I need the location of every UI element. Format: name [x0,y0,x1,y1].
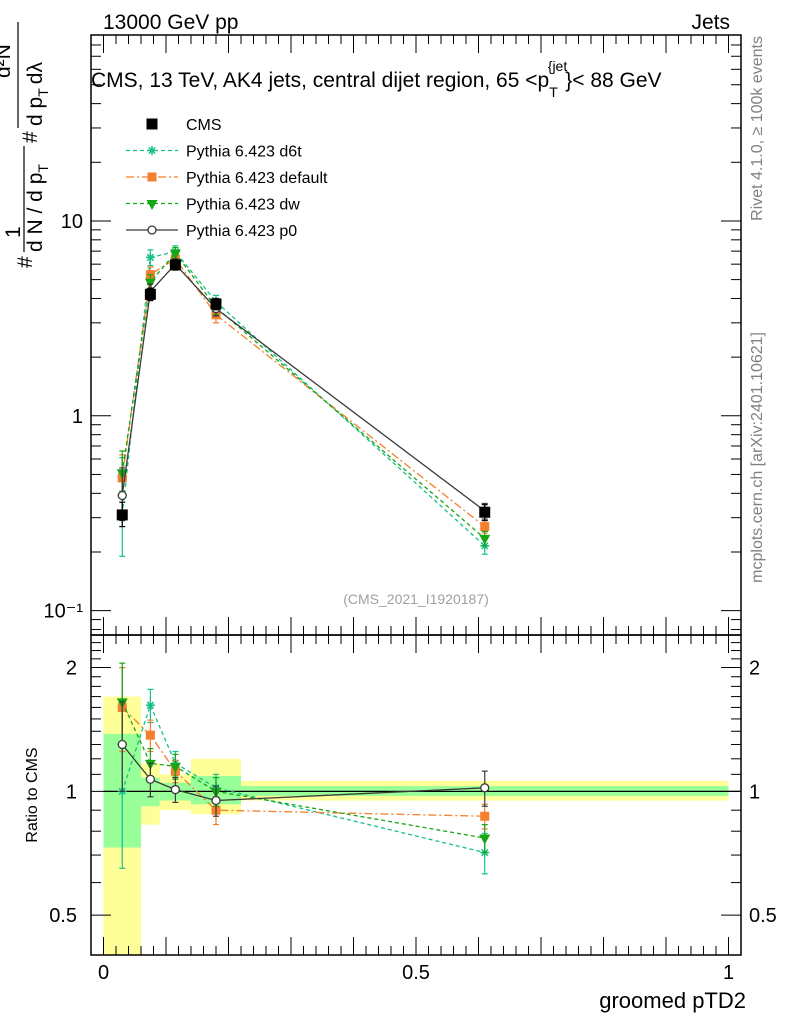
svg-text:d N / d pT: d N / d pT [24,164,51,252]
ylabel-hash2: # [19,131,42,143]
series-line-p0 [121,263,486,512]
main-panel: 10⁻¹ 1 10 (CMS_2021_I1920187) CMS, 13 TeV,… [44,34,742,636]
ratio-y-tick-label: 1 [66,781,77,803]
data-point [117,490,127,501]
data-point [480,811,490,821]
chart-title-sub: T [549,84,558,100]
rivet-side-label: Rivet 4.1.0, ≥ 100k events [749,36,766,221]
data-point [146,200,158,210]
legend-label: Pythia 6.423 dw [186,197,300,214]
header-energy-label: 13000 GeV pp [103,11,238,34]
ratio-y-tick-label-right: 0.5 [749,905,777,927]
svg-text:d²N: d²N [0,44,15,78]
legend-item-dw: Pythia 6.423 dw [126,197,300,214]
chart-title-sup: {jet [548,58,568,74]
data-point [210,298,222,310]
legend-item-default: Pythia 6.423 default [126,170,328,187]
data-point [169,762,181,773]
svg-text:d pTdλ: d pTdλ [24,62,51,126]
ratio-panel: 0.5 0.5 1 1 2 2 0 0.5 1 Ratio to CMS [24,634,777,984]
data-point [479,534,491,545]
data-point [116,509,128,521]
x-axis-label: groomed pTD2 [599,988,746,1013]
data-point [211,795,221,806]
data-point [145,730,155,740]
series-d6t [117,245,490,557]
main-marks [116,245,491,557]
x-tick-label: 1 [723,962,734,984]
svg-text:1: 1 [2,226,25,238]
series-line-d6t [121,251,486,547]
series-line-default [121,257,486,528]
ratio-y-tick-label: 0.5 [49,905,77,927]
data-point [117,739,127,750]
ratio-bands [103,696,741,955]
ylabel-T1: T [35,164,51,173]
ratio-ylabel: Ratio to CMS [24,747,41,842]
main-axis-ticks: 10⁻¹ 1 10 [44,34,742,635]
series-default [117,252,490,534]
chart-title-close: }< 88 GeV [565,69,661,92]
legend-label: CMS [186,117,222,134]
y-tick-label: 10⁻¹ [44,601,84,623]
data-point [480,522,490,532]
data-point [169,259,181,271]
ratio-series-p0 [117,701,490,817]
legend-label: Pythia 6.423 p0 [186,223,297,240]
series-cms [116,259,491,528]
ylabel-dp: d p [24,97,47,126]
data-point [146,118,158,130]
chart-watermark: (CMS_2021_I1920187) [343,591,489,607]
chart-title-main: CMS, 13 TeV, AK4 jets, central dijet reg… [91,69,549,92]
data-point [479,834,491,845]
header-jets-label: Jets [691,11,730,34]
series-dw [116,246,491,547]
series-p0 [117,258,490,522]
data-point [170,784,181,795]
y-tick-label: 1 [72,406,83,428]
data-point [479,506,491,518]
legend: CMS Pythia 6.423 d6t Pythia 6.423 default P… [126,117,328,240]
ylabel-hash1: # [14,256,37,268]
legend-label: Pythia 6.423 d6t [186,144,302,161]
ylabel-d2N: d²N [0,44,15,78]
data-point [145,774,156,784]
ylabel-one: 1 [2,226,25,238]
data-point [169,249,181,260]
legend-item-p0: Pythia 6.423 p0 [126,223,297,240]
legend-item-d6t: Pythia 6.423 d6t [126,144,302,161]
data-point [145,252,155,262]
series-line-dw [121,251,486,539]
ratio-y-tick-label-right: 2 [749,658,760,680]
data-point [147,172,157,182]
ratio-marks [116,662,491,875]
ylabel-dN: d N / d p [24,173,47,252]
x-tick-label: 0 [98,962,109,984]
ratio-y-tick-label-right: 1 [749,781,760,803]
legend-label: Pythia 6.423 default [186,170,328,187]
data-point [147,146,157,155]
y-tick-label: 10 [61,211,83,233]
data-point [147,225,157,235]
data-point [144,288,156,300]
chart-title: CMS, 13 TeV, AK4 jets, central dijet reg… [91,58,662,100]
x-tick-label: 0.5 [402,962,430,984]
ratio-axis-ticks: 0.5 0.5 1 1 2 2 0 0.5 1 [49,634,777,984]
ylabel-T2: T [35,88,51,97]
data-point [145,700,155,710]
mcplots-side-label: mcplots.cern.ch [arXiv:2401.10621] [749,332,766,583]
ylabel-dlam: dλ [24,62,47,85]
svg-text:#: # [19,131,42,143]
ratio-y-tick-label: 2 [66,658,77,680]
data-point [480,783,490,793]
main-ylabel: # 1 d N / d pT # d²N d pTdλ [0,22,51,268]
legend-item-cms: CMS [146,117,222,134]
svg-text:#: # [14,256,37,268]
